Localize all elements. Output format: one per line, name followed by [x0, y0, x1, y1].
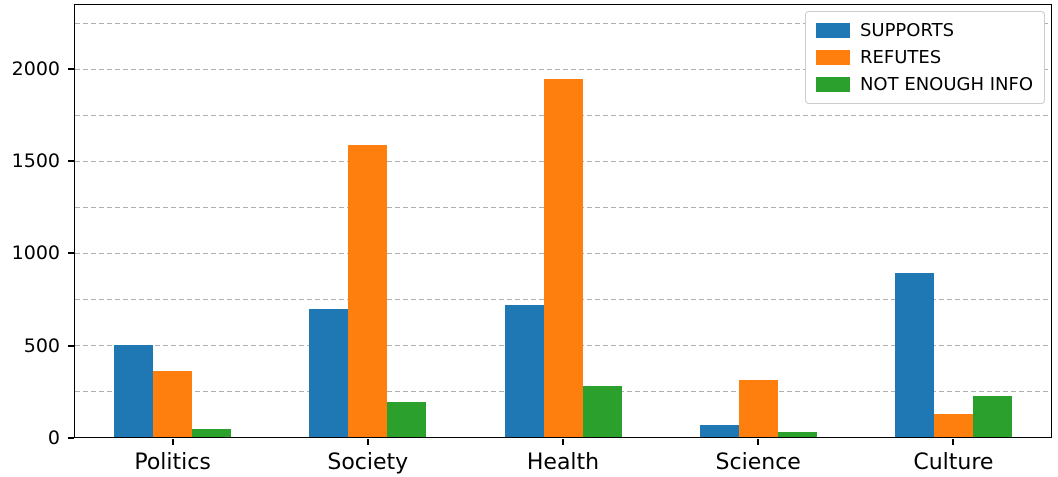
plot-area: Politics Society Health Science Culture SUPP… — [74, 4, 1052, 475]
x-tick-society — [366, 439, 369, 445]
gridline-2000 — [75, 68, 1051, 70]
x-label-society: Society — [327, 450, 409, 475]
bar-supports-politics — [114, 345, 154, 437]
bar-supports-health — [504, 304, 544, 437]
bar-group-science: Science — [661, 5, 856, 475]
bar-supports-culture — [894, 273, 934, 437]
x-label-politics: Politics — [134, 450, 211, 475]
y-tick-label-1000: 1000 — [11, 242, 60, 265]
legend-label: REFUTES — [859, 47, 942, 68]
bar-not-enough-info-society — [387, 402, 427, 437]
y-tick-mark-1000 — [68, 252, 74, 255]
bar-supports-society — [309, 309, 349, 437]
x-tick-politics — [171, 439, 174, 445]
x-tick-science — [757, 439, 760, 445]
bar-group-health: Health — [465, 5, 660, 475]
legend-label: NOT ENOUGH INFO — [859, 74, 1033, 95]
legend-swatch-icon — [815, 77, 850, 92]
bar-group-politics: Politics — [75, 5, 270, 475]
x-label-health: Health — [526, 450, 600, 475]
bar-refutes-politics — [153, 370, 193, 437]
x-label-science: Science — [715, 450, 801, 475]
bar-groups: Politics Society Health Science Culture — [75, 5, 1051, 475]
x-tick-culture — [952, 439, 955, 445]
bar-not-enough-info-health — [582, 385, 622, 437]
bar-refutes-science — [738, 380, 778, 437]
y-tick-mark-500 — [68, 344, 74, 347]
y-tick-mark-0 — [68, 437, 74, 439]
legend-item-not-enough-info: NOT ENOUGH INFO — [815, 74, 1033, 95]
y-axis: 0 500 1000 1500 2000 — [0, 4, 74, 449]
bar-not-enough-info-science — [777, 431, 817, 437]
bar-refutes-health — [543, 78, 583, 437]
bar-supports-science — [699, 425, 739, 437]
bar-not-enough-info-politics — [192, 428, 232, 437]
legend-swatch-icon — [815, 50, 850, 65]
bar-group-society: Society — [270, 5, 465, 475]
x-label-culture: Culture — [913, 450, 994, 475]
y-tick-label-2000: 2000 — [11, 57, 60, 80]
legend-item-supports: SUPPORTS — [815, 20, 1033, 41]
gridline-2250 — [75, 22, 1051, 24]
bar-group-culture: Culture — [856, 5, 1051, 475]
legend-swatch-icon — [815, 23, 850, 38]
x-tick-health — [562, 439, 564, 445]
y-tick-mark-2000 — [68, 67, 74, 70]
bar-refutes-society — [348, 144, 388, 437]
y-tick-mark-1500 — [68, 159, 74, 162]
bar-not-enough-info-culture — [972, 395, 1012, 437]
y-tick-label-500: 500 — [23, 334, 60, 357]
bar-refutes-culture — [933, 414, 973, 437]
legend-item-refutes: REFUTES — [815, 47, 1033, 68]
y-tick-label-1500: 1500 — [11, 149, 60, 172]
legend: SUPPORTS REFUTES NOT ENOUGH INFO — [804, 11, 1045, 104]
y-tick-label-0: 0 — [47, 427, 60, 449]
legend-label: SUPPORTS — [859, 20, 955, 41]
